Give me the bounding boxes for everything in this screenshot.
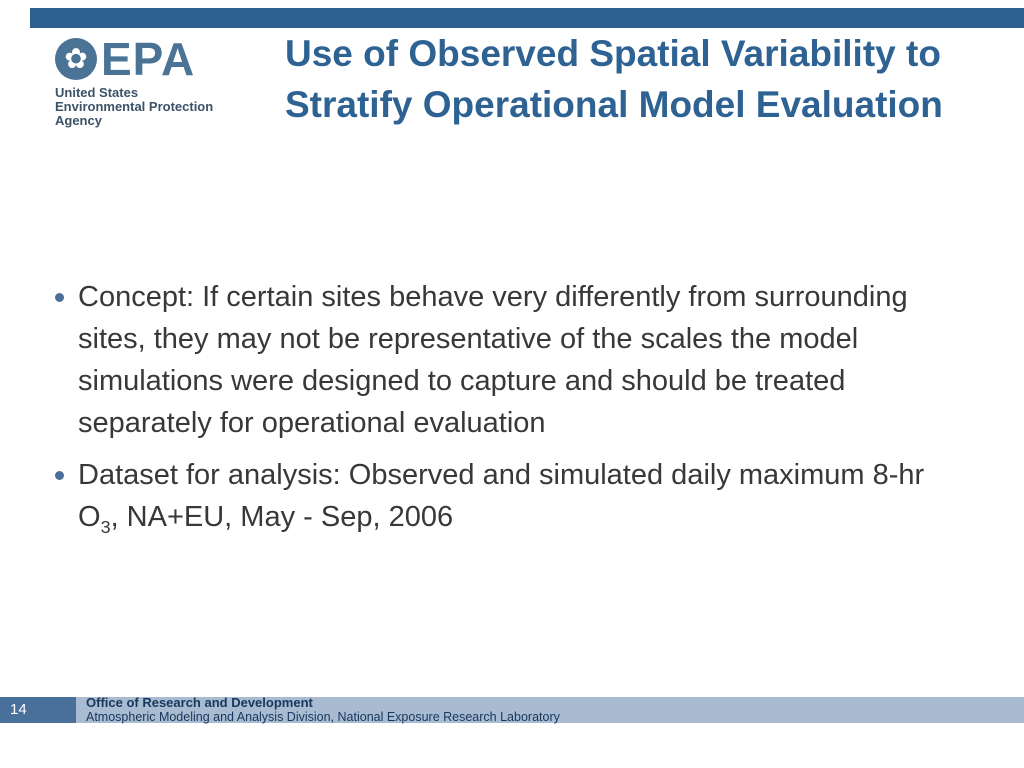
bullet-list: Concept: If certain sites behave very di… (55, 276, 960, 538)
bullet-icon (55, 293, 64, 302)
epa-agency-line-1: United States (55, 85, 139, 100)
bullet-text-concept: Concept: If certain sites behave very di… (78, 281, 908, 439)
footer-band (0, 697, 1024, 723)
bullet-text-dataset: Dataset for analysis: Observed and simul… (78, 454, 960, 538)
footer-office-line: Office of Research and Development (86, 695, 313, 710)
bullet-icon (55, 471, 64, 480)
footer-text: Office of Research and Development Atmos… (86, 695, 560, 725)
epa-logo-row: ✿ EPA (55, 36, 270, 82)
epa-agency-line-2: Environmental Protection (55, 99, 214, 114)
dataset-text-pre: Dataset for analysis: Observed and simul… (78, 459, 925, 533)
slide-body: Concept: If certain sites behave very di… (55, 276, 960, 548)
epa-agency-name: United States Environmental Protection A… (55, 86, 270, 128)
slide-number: 14 (0, 697, 76, 723)
slide-title: Use of Observed Spatial Variability to S… (285, 33, 943, 126)
epa-flower-icon: ✿ (55, 38, 97, 80)
top-accent-bar (30, 8, 1024, 28)
epa-logo: ✿ EPA United States Environmental Protec… (55, 36, 270, 128)
list-item: Dataset for analysis: Observed and simul… (55, 454, 960, 538)
list-item: Concept: If certain sites behave very di… (55, 276, 960, 444)
footer-division-line: Atmospheric Modeling and Analysis Divisi… (86, 710, 560, 724)
dataset-text-post: , NA+EU, May - Sep, 2006 (110, 501, 454, 533)
epa-logo-text: EPA (101, 33, 196, 85)
epa-agency-line-3: Agency (55, 113, 102, 128)
ozone-subscript: 3 (100, 516, 111, 537)
